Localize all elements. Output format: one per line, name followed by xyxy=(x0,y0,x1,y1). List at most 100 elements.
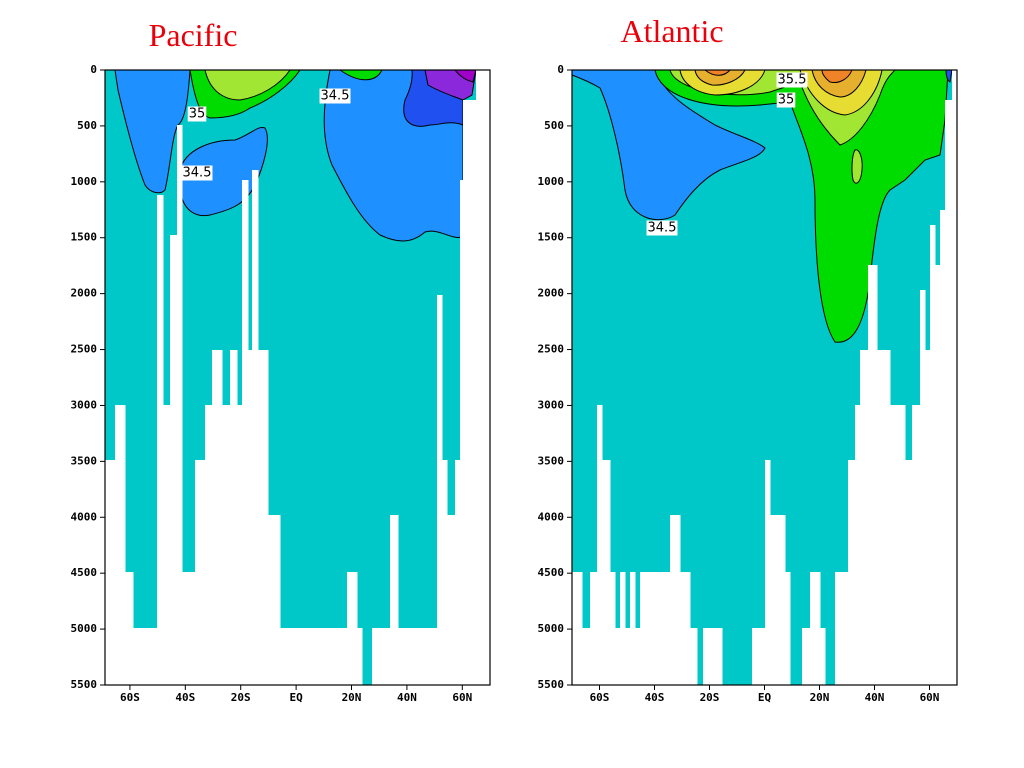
y-tick-label: 5500 xyxy=(71,678,98,691)
sea-floor xyxy=(280,628,341,685)
x-tick-label: 60S xyxy=(590,691,610,704)
x-tick-label: 60N xyxy=(920,691,940,704)
x-tick-label: 20S xyxy=(700,691,720,704)
sea-floor xyxy=(258,350,269,685)
sea-floor xyxy=(133,628,158,685)
y-tick-label: 3000 xyxy=(71,398,98,411)
sea-floor xyxy=(690,628,698,685)
sea-floor xyxy=(835,572,849,685)
y-tick-label: 5000 xyxy=(538,622,565,635)
sea-floor xyxy=(476,70,491,685)
sea-floor xyxy=(205,405,213,685)
sea-floor xyxy=(163,405,171,685)
y-tick-label: 1500 xyxy=(71,231,98,244)
panel: Atlantic 0 500 1000 1500 2000 2500 3000 3500 4000… xyxy=(538,13,958,704)
sea-floor xyxy=(802,628,811,685)
sea-floor xyxy=(680,572,691,685)
contour-label: 34.5 xyxy=(183,166,212,181)
y-tick-label: 0 xyxy=(557,63,564,76)
sea-floor xyxy=(372,628,391,685)
sea-floor xyxy=(463,100,477,685)
y-tick-label: 4000 xyxy=(538,510,565,523)
sea-floor xyxy=(610,572,616,685)
contour-region xyxy=(571,69,766,221)
sea-floor xyxy=(785,572,791,685)
x-tick-label: 40N xyxy=(865,691,885,704)
y-tick-label: 500 xyxy=(544,119,564,132)
sea-floor xyxy=(268,515,281,685)
sea-floor xyxy=(620,572,626,685)
sea-floor xyxy=(357,628,363,685)
x-tick-label: EQ xyxy=(289,691,303,704)
y-tick-label: 5500 xyxy=(538,678,565,691)
sea-floor xyxy=(630,572,636,685)
sea-floor xyxy=(615,628,621,685)
y-tick-label: 2500 xyxy=(71,343,98,356)
y-tick-label: 1500 xyxy=(538,231,565,244)
sea-floor xyxy=(430,628,438,685)
sea-floor xyxy=(590,572,598,685)
contour-region xyxy=(945,69,953,83)
sea-floor xyxy=(912,405,921,685)
contour-region xyxy=(821,69,853,83)
sea-floor xyxy=(125,572,134,685)
sea-floor xyxy=(157,195,164,685)
sea-floor xyxy=(182,572,196,685)
contour-region xyxy=(654,69,949,343)
x-tick-label: 20N xyxy=(342,691,362,704)
y-tick-label: 2000 xyxy=(538,287,565,300)
y-tick-label: 3500 xyxy=(538,454,565,467)
y-tick-label: 3000 xyxy=(538,398,565,411)
sea-floor xyxy=(905,460,913,685)
sea-floor xyxy=(860,350,869,685)
y-tick-label: 1000 xyxy=(538,175,565,188)
sea-floor xyxy=(703,628,723,685)
sea-floor xyxy=(877,350,891,685)
x-tick-label: 20S xyxy=(231,691,251,704)
sea-floor xyxy=(248,350,253,685)
y-tick-label: 2500 xyxy=(538,343,565,356)
sea-floor xyxy=(398,628,431,685)
contour-region xyxy=(114,69,191,194)
y-tick-label: 3500 xyxy=(71,454,98,467)
sea-floor xyxy=(222,405,231,685)
sea-floor xyxy=(582,628,591,685)
contour-region xyxy=(453,69,477,83)
sea-floor xyxy=(930,225,936,685)
y-tick-label: 4000 xyxy=(71,510,98,523)
x-tick-label: 20N xyxy=(810,691,830,704)
sea-floor xyxy=(170,235,178,685)
sea-floor xyxy=(340,628,348,685)
sea-floor xyxy=(177,125,183,685)
sea-floor xyxy=(848,460,856,685)
sea-floor xyxy=(252,170,259,685)
panel-title: Pacific xyxy=(149,17,238,53)
sea-floor xyxy=(920,290,926,685)
contour-region xyxy=(694,69,746,86)
contour-label-bg xyxy=(181,165,213,181)
sea-floor xyxy=(390,515,399,685)
sea-floor xyxy=(752,628,766,685)
x-tick-label: EQ xyxy=(758,691,772,704)
panel-title: Atlantic xyxy=(620,13,723,49)
sea-floor xyxy=(625,628,631,685)
contour-label-bg xyxy=(776,72,808,88)
sea-floor xyxy=(572,572,583,685)
sea-floor xyxy=(115,405,126,685)
x-tick-label: 40S xyxy=(645,691,665,704)
contour-label-bg xyxy=(646,220,678,236)
x-tick-label: 60S xyxy=(120,691,140,704)
sea-floor xyxy=(925,350,931,685)
y-tick-label: 1000 xyxy=(71,175,98,188)
x-tick-label: 60N xyxy=(452,691,472,704)
contour-region xyxy=(851,149,863,184)
sea-floor xyxy=(952,70,958,685)
sea-floor xyxy=(602,460,611,685)
contour-region xyxy=(204,69,291,101)
plot-frame xyxy=(104,69,491,686)
sea-floor xyxy=(890,405,906,685)
sea-floor xyxy=(765,460,771,685)
contour-label: 35 xyxy=(189,107,206,122)
contour-label: 35 xyxy=(778,93,795,108)
